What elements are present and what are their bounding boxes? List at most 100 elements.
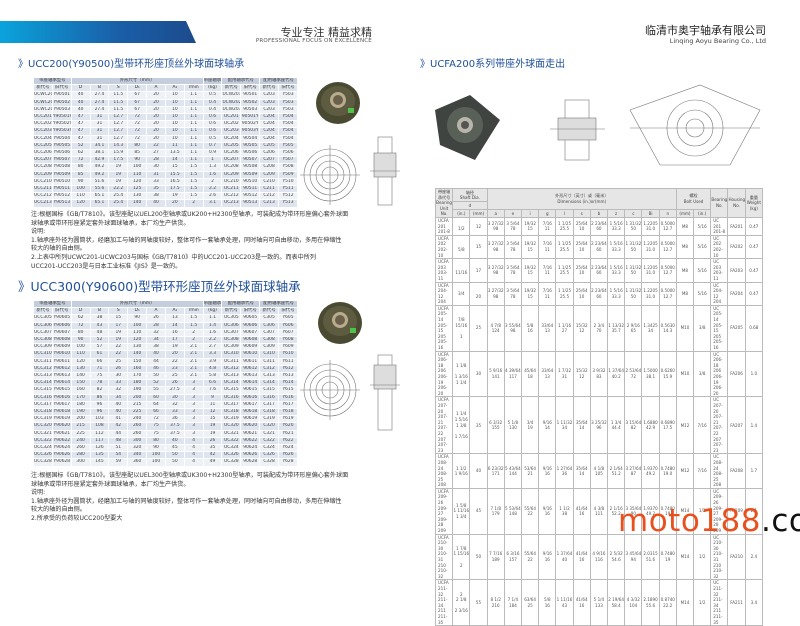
table-cell: C319 [259,415,279,424]
ucc200-bearing-illustration [300,82,400,206]
header-cell: (kg) [202,307,223,316]
header-cell: A [146,84,166,93]
table-cell: C320 [259,422,279,431]
table-cell: 90513 [240,199,261,208]
header-banner [0,21,196,43]
header-cell: (mm) [675,209,695,218]
table-cell: 2 23/64 60 [589,234,609,260]
table-cell: 90619 [240,415,261,424]
table-cell: 2.2 [202,336,223,345]
table-cell: 90507 [240,156,261,165]
note-line: 2.所承受的负荷较UCC200型要大 [31,514,123,522]
table-cell: 120 [127,177,148,187]
table-row: UCC211 Y90511 100 55.6 22.2 125 35 17.5 1.5 2.2 UC… [33,185,299,194]
table-cell: 4 [183,458,204,467]
table-cell: FA203 [727,258,746,283]
header-cell: 新代号 [33,307,53,316]
table-cell: 1 31/32 50 [624,258,643,283]
table-cell: M14 [675,533,695,581]
table-cell: 15.5 [164,170,185,179]
table-cell: 26 [164,379,185,388]
table-cell: UC202 [221,120,242,129]
table-cell: 2 23/64 60 [589,258,609,283]
table-cell: 47 [70,120,91,129]
table-cell: 90613 [240,372,261,381]
ucfa200-title: 》UCFA200系列带座外球面走出 [420,59,566,70]
table-cell: 3 [183,393,204,402]
table-cell: 19/32 15 [521,216,540,236]
table-cell: FA205 [727,304,746,352]
table-cell: 10 [164,113,185,122]
table-cell: 1/2 [693,579,712,626]
table-cell: UCC211 [33,185,53,194]
table-cell: C212 [259,192,279,201]
table-cell: FA204 [727,281,746,306]
table-cell: UC 206-18 206 206-19 206-20 [710,350,729,398]
table-cell: 1.3425 34 [641,304,660,352]
table-cell: 16 [164,328,185,338]
table-cell: 63/64 25 [521,579,540,626]
table-cell: 7/16 11 [538,258,557,283]
header-cell: e [503,209,523,218]
table-cell: 1.5 [183,192,204,201]
table-cell: 1.1 [183,149,204,158]
header-cell: D [70,84,91,93]
table-cell: 110 [127,170,148,179]
table-cell: Y504 [277,134,299,143]
table-cell: Y621 [277,429,299,438]
table-cell: 7/16 11 [538,281,557,306]
table-cell: 90506 [240,149,261,158]
table-cell: Y504 [277,120,299,129]
table-cell: 47 [70,127,91,136]
table-cell: 90509 [240,170,261,179]
table-cell: 3 9/32 83 [589,350,609,398]
table-cell: 0.47 [744,216,764,236]
table-cell: 3/8 [693,350,712,398]
table-cell: UCFA 203 203-11 [434,258,454,283]
table-cell: 3 5/64 78 [503,234,523,260]
table-cell: 10 [164,120,185,129]
table-cell: 3 27/32 98 [486,216,505,236]
table-cell: 41/64 16 [572,579,591,626]
table-cell: 15 [202,415,223,424]
table-cell: C209 [259,170,279,179]
table-cell: 22 [146,141,166,151]
table-cell: 1/2 [693,487,712,535]
table-cell: C314 [259,379,279,388]
table-cell: 72 [127,134,148,143]
table-cell: 10 [164,127,185,136]
table-cell: 31 [89,127,110,136]
table-cell: 19 [108,336,129,345]
table-cell: 0.68 [744,304,764,352]
table-cell: 2.1 [183,372,204,381]
table-cell: 110 [70,350,91,359]
header-cell: 螺栓 Bolt Used [675,187,712,211]
table-cell: UC208 [221,163,242,172]
ucc300-bearing-illustration [300,302,400,431]
table-cell: 108 [89,422,110,431]
table-cell: 3 55/64 98 [503,304,523,352]
table-cell: UCFA 210-30 210-31 210 210-32 [434,533,454,581]
table-cell: C305 [259,314,279,323]
table-cell: 3 35/64 90 [624,487,643,535]
table-cell: UCC210 [33,177,53,187]
table-cell: C203 [259,98,279,107]
table-cell: 1 1/2 38 [555,487,574,535]
table-cell: UCC321 [33,429,53,438]
table-cell: 2 3/4 70 [589,304,609,352]
table-cell: 100 [127,321,148,330]
table-cell: 47 [70,113,91,122]
table-cell: C317 [259,400,279,410]
table-cell: Y508 [277,163,299,172]
table-cell: Y90619 [51,415,72,424]
table-cell: 64 [146,400,166,410]
table-cell: 215 [70,422,91,431]
table-cell: Y509 [277,170,299,179]
table-cell: 41 [108,415,129,424]
table-cell: 3 [183,408,204,417]
table-cell: 150 [70,379,91,388]
table-cell: 2 53/64 72 [624,350,643,398]
table-cell: 3 [183,415,204,424]
table-cell: 11/16 [452,258,471,283]
table-cell: 90503 [240,105,261,115]
